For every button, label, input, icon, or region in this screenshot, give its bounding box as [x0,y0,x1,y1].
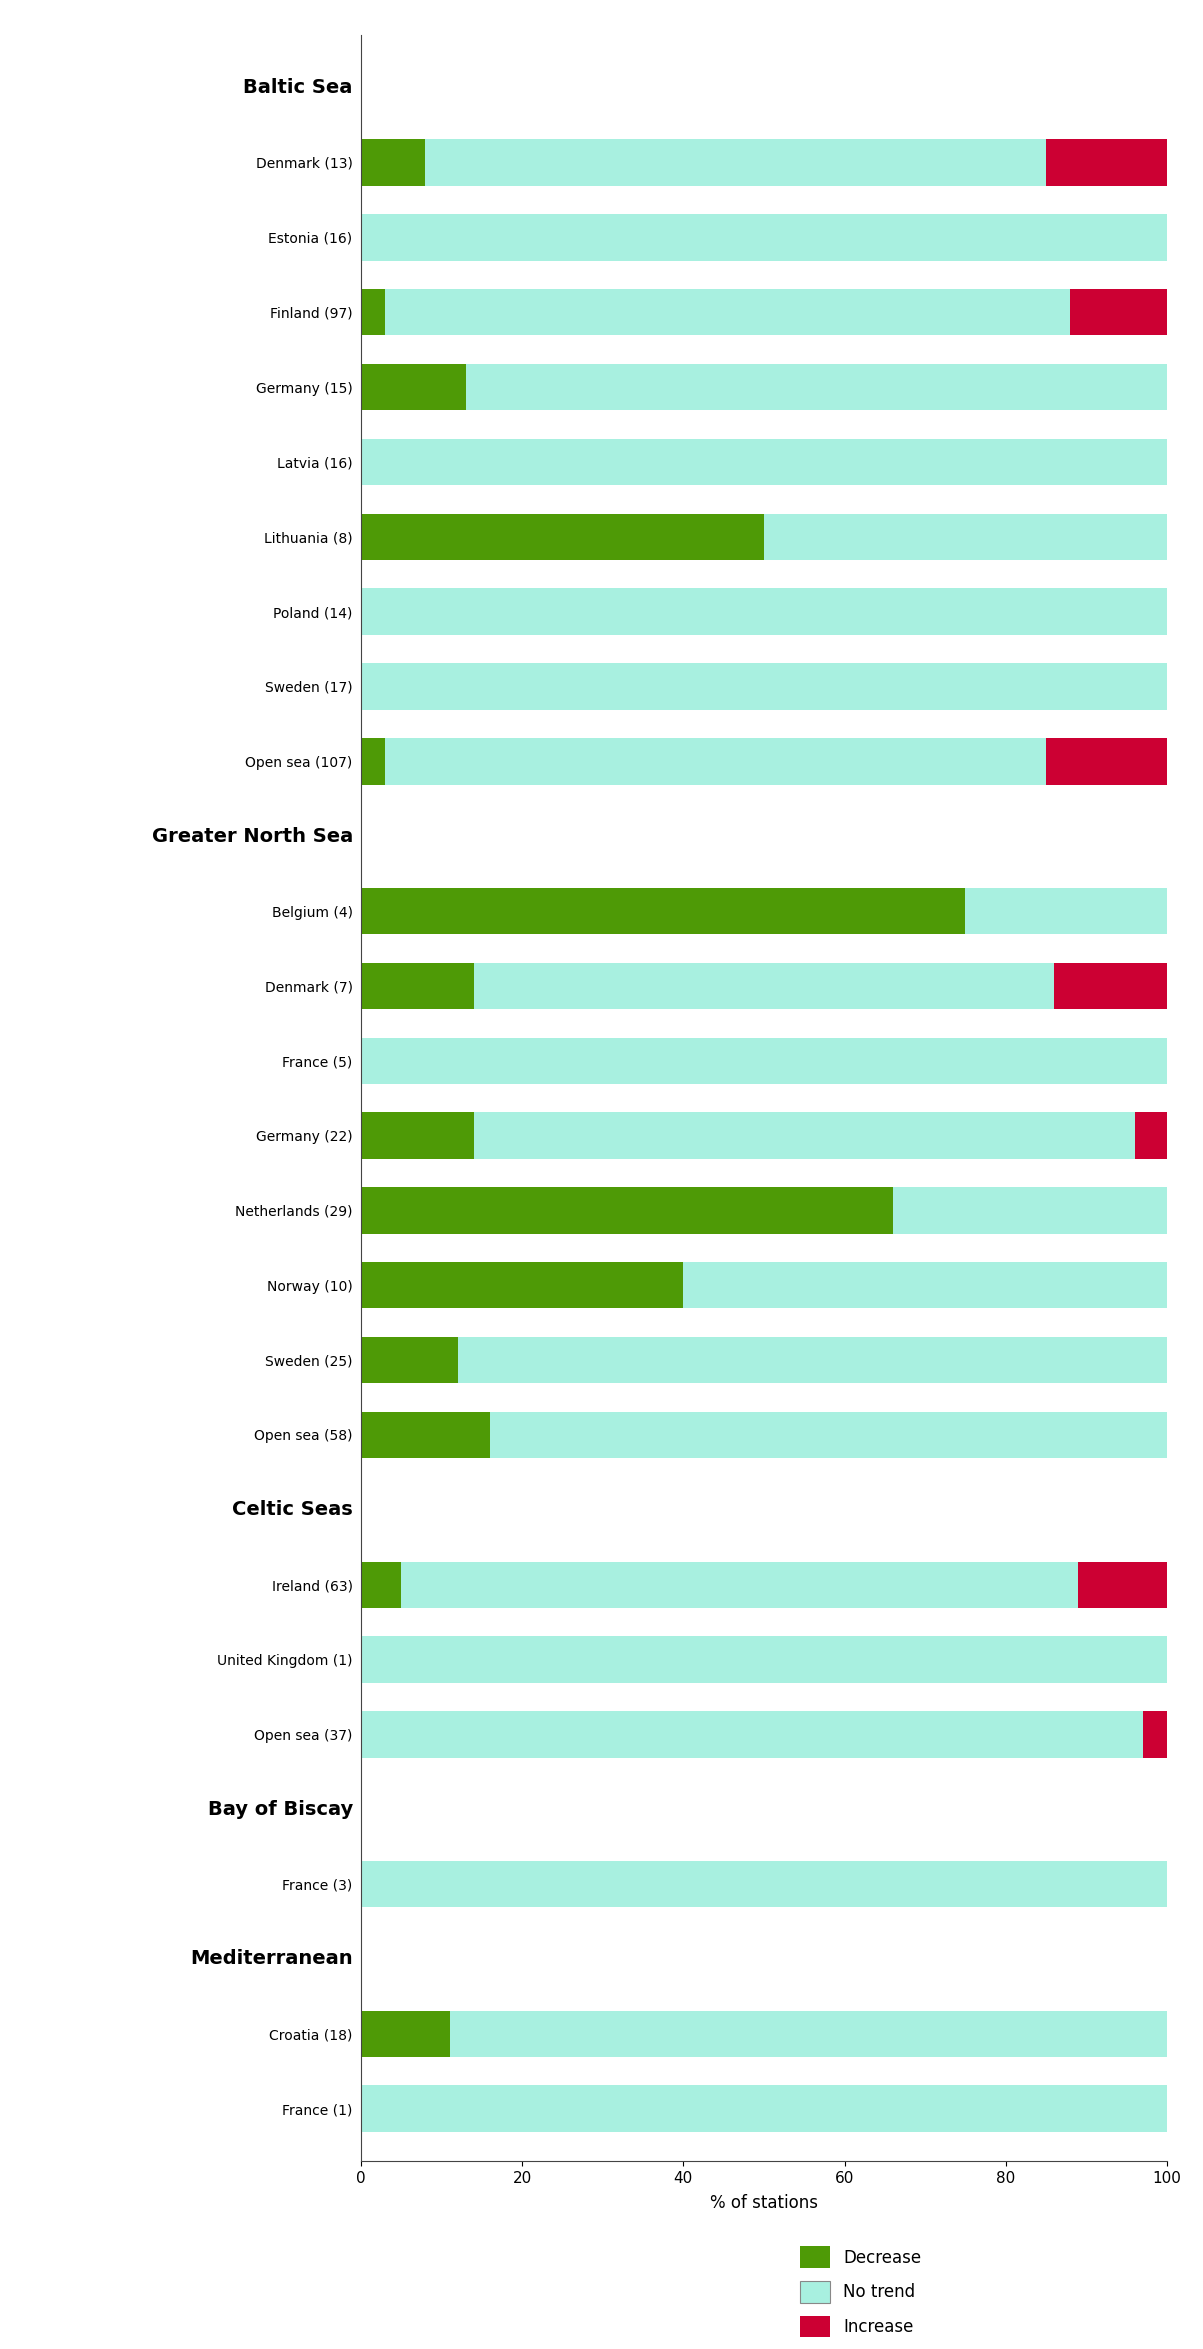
Bar [361,1412,490,1459]
Bar [361,888,965,935]
Bar [361,738,385,785]
Bar [683,1261,1167,1308]
Text: Mediterranean: Mediterranean [190,1950,352,1968]
Text: Greater North Sea: Greater North Sea [152,827,352,846]
Bar [490,1412,1167,1459]
Bar [361,587,1167,634]
Text: Bay of Biscay: Bay of Biscay [208,1799,352,1818]
Legend: Decrease, No trend, Increase: Decrease, No trend, Increase [793,2241,928,2344]
Bar [457,1337,1167,1384]
Bar [361,662,1167,709]
Bar [1078,1562,1167,1609]
Bar [361,364,466,411]
Bar [893,1186,1167,1233]
Bar [361,1710,1143,1757]
Bar [1143,1710,1167,1757]
Text: Baltic Sea: Baltic Sea [243,78,352,96]
Bar [361,214,1167,261]
Bar [1045,738,1167,785]
Bar [361,963,474,1010]
Bar [1045,139,1167,186]
Bar [401,1562,1078,1609]
Bar [361,1337,457,1384]
Bar [426,139,1045,186]
Bar [361,514,764,559]
Bar [474,1113,1134,1158]
Bar [474,963,1054,1010]
Bar [385,289,1071,336]
Bar [361,1860,1167,1907]
X-axis label: % of stations: % of stations [710,2194,818,2213]
Bar [764,514,1167,559]
Bar [361,1038,1167,1083]
Bar [361,139,426,186]
Bar [466,364,1167,411]
Bar [450,2011,1167,2058]
Bar [361,1562,401,1609]
Bar [361,1637,1167,1682]
Bar [361,289,385,336]
Bar [965,888,1167,935]
Text: Celtic Seas: Celtic Seas [232,1501,352,1520]
Bar [361,439,1167,486]
Bar [361,1186,893,1233]
Bar [361,2011,450,2058]
Bar [1071,289,1167,336]
Bar [361,2086,1167,2133]
Bar [361,1261,683,1308]
Bar [361,1113,474,1158]
Bar [1134,1113,1175,1158]
Bar [1054,963,1167,1010]
Bar [385,738,1045,785]
